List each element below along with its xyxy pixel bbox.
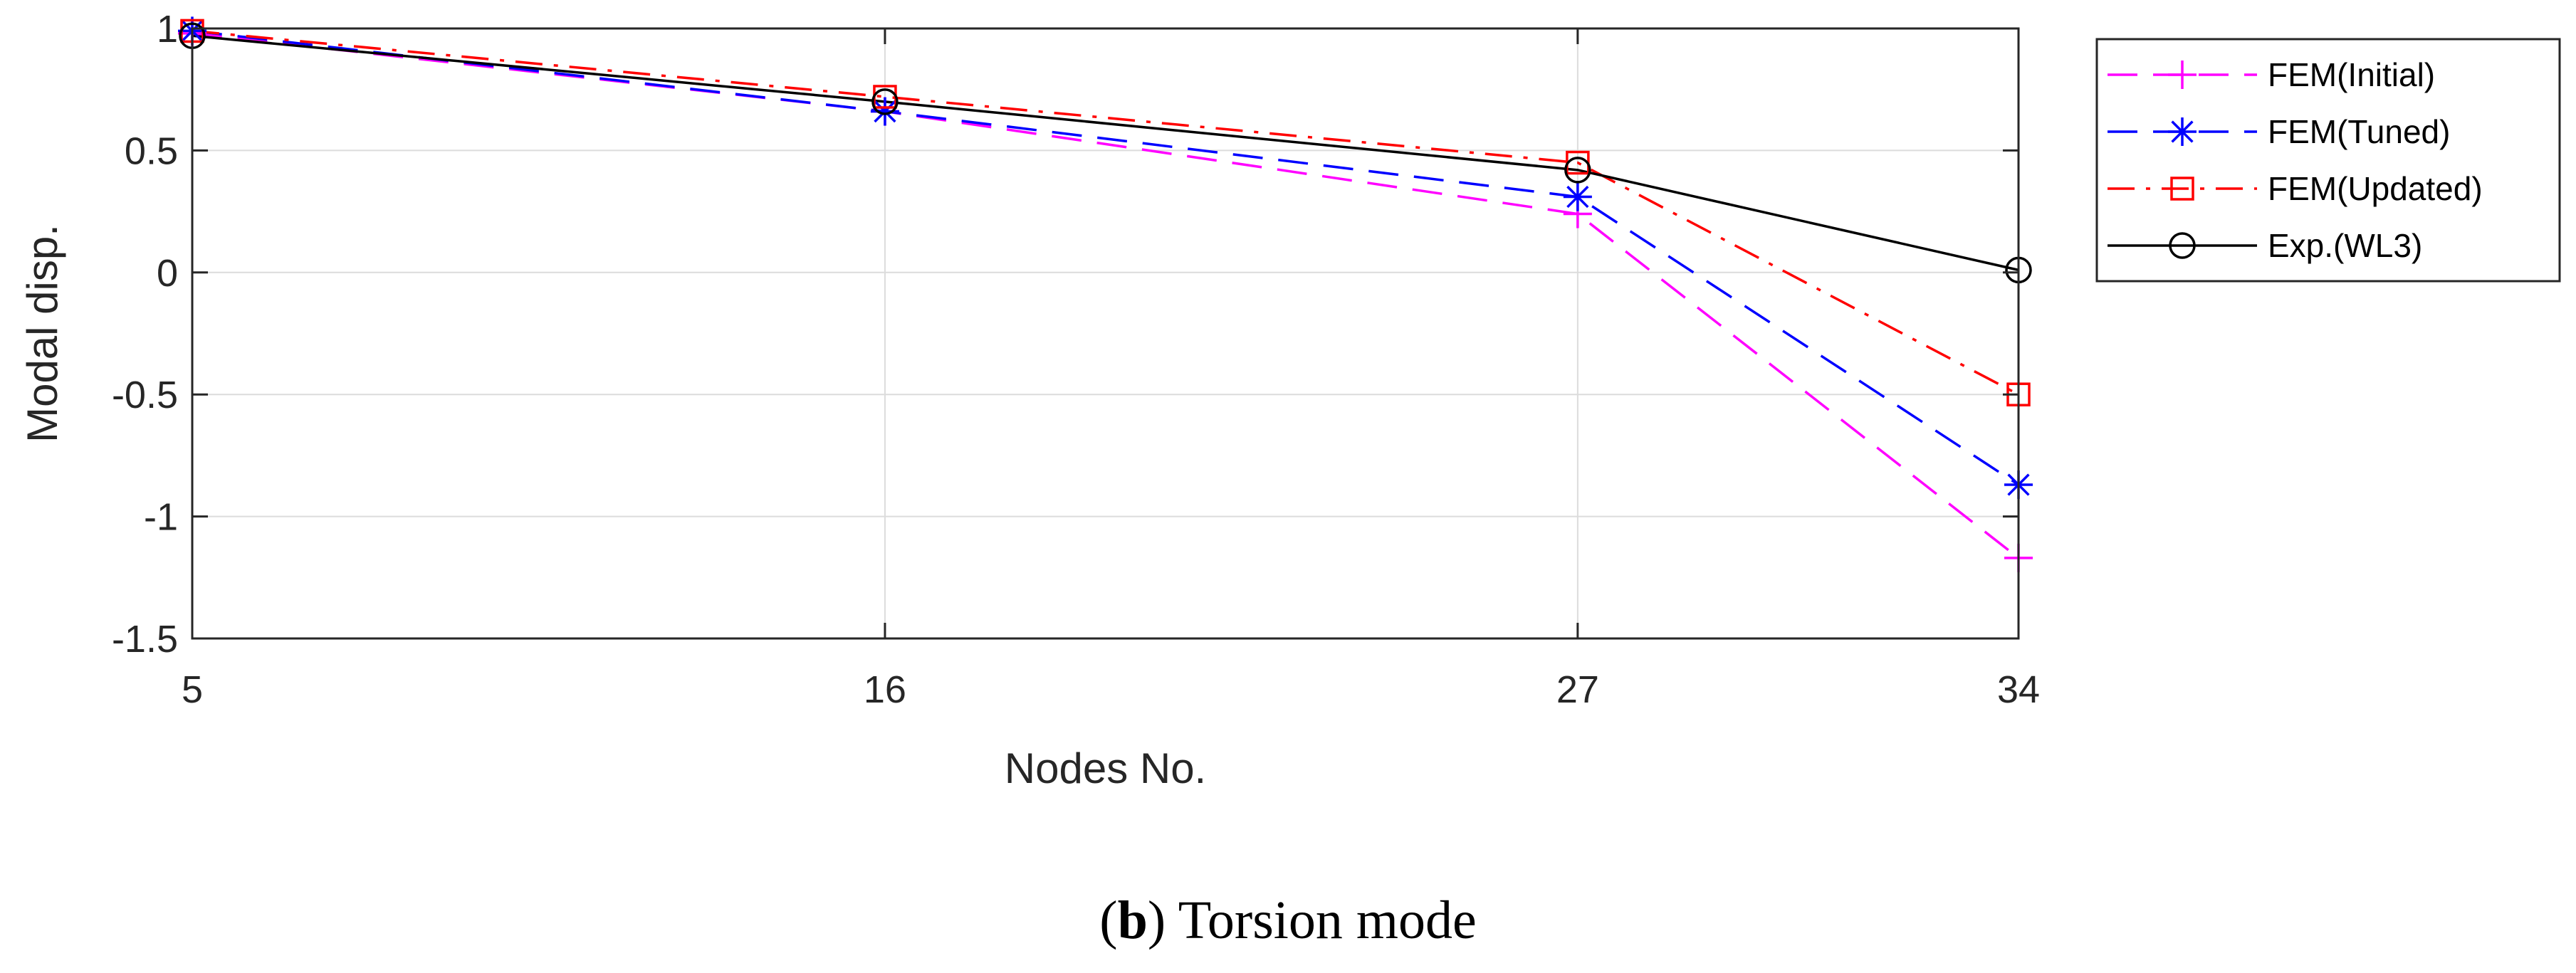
- plus-marker: [2168, 61, 2197, 89]
- x-tick-label: 34: [1997, 668, 2040, 711]
- caption-letter: b: [1117, 890, 1148, 950]
- circle-marker: [1564, 157, 1591, 184]
- series-markers: [178, 16, 2033, 572]
- y-tick-label: -1: [144, 496, 178, 539]
- y-tick-label: -0.5: [112, 374, 178, 416]
- circle-marker: [871, 88, 899, 115]
- legend-label: FEM(Tuned): [2268, 113, 2450, 150]
- x-tick-labels: 5 16 27 34: [182, 668, 2040, 711]
- legend-label: FEM(Initial): [2268, 56, 2435, 93]
- asterisk-marker: [1563, 182, 1592, 211]
- asterisk-marker: [870, 97, 899, 126]
- y-tick-label: 1: [157, 8, 178, 51]
- series-line-0: [192, 32, 2020, 559]
- legend-item: FEM(Tuned): [2108, 113, 2450, 150]
- axis-ticks: [191, 27, 2020, 640]
- legend-item: FEM(Updated): [2108, 170, 2483, 207]
- y-tick-label: -1.5: [112, 618, 178, 661]
- square-marker: [2170, 177, 2194, 201]
- marker-stroke: [1566, 185, 1589, 209]
- grid-lines: [192, 28, 2019, 639]
- asterisk-marker: [2168, 117, 2197, 146]
- plot-area: [191, 27, 2020, 640]
- figure-caption: (b) Torsion mode: [1099, 890, 1477, 950]
- series-markers-2: [180, 19, 2031, 406]
- legend-box: [2095, 38, 2561, 283]
- x-tick-label: 27: [1556, 668, 1599, 711]
- x-tick-label: 5: [182, 668, 203, 711]
- y-tick-label: 0.5: [125, 130, 178, 172]
- series-line-2: [192, 29, 2019, 396]
- legend-label: FEM(Updated): [2268, 170, 2483, 207]
- series-markers-0: [178, 19, 2033, 572]
- series-line-3: [192, 34, 2019, 272]
- legend-item: FEM(Initial): [2108, 56, 2435, 93]
- caption-text: Torsion mode: [1166, 890, 1477, 950]
- legend-label: Exp.(WL3): [2268, 227, 2422, 264]
- legend-item: Exp.(WL3): [2108, 227, 2422, 264]
- y-tick-label: 0: [157, 252, 178, 295]
- x-tick-label: 16: [864, 668, 906, 711]
- legend: FEM(Initial) FEM(Tuned) FEM(Updated) Exp.(W…: [2095, 38, 2561, 283]
- circle-marker: [2169, 232, 2196, 259]
- marker-stroke: [874, 100, 896, 123]
- x-axis-label: Nodes No.: [1005, 745, 1206, 792]
- series-markers-3: [179, 22, 2032, 284]
- y-axis-label: Modal disp.: [19, 224, 66, 443]
- marker-stroke: [2171, 120, 2194, 143]
- series-lines: [192, 29, 2020, 559]
- series-markers-1: [178, 16, 2033, 500]
- y-tick-labels: -1.5 -1 -0.5 0 0.5 1: [112, 8, 178, 661]
- series-line-1: [192, 29, 2019, 486]
